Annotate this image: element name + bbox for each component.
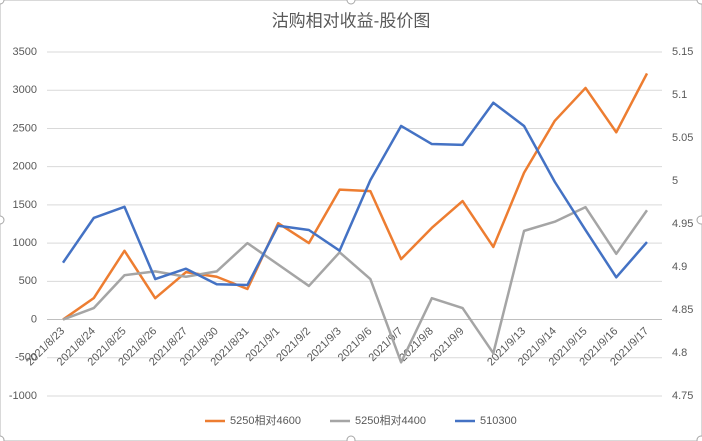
y-tick-label: 1000 [13,237,37,249]
series-line [62,72,649,321]
resize-handle [696,435,702,441]
y2-tick-label: 4.8 [672,347,687,359]
resize-handle [696,215,702,225]
y-tick-label: 1500 [13,199,37,211]
resize-handle [0,215,5,225]
resize-handle [0,0,5,5]
y-tick-label: 3000 [13,84,37,96]
legend-label: 5250相对4600 [230,413,301,427]
y-tick-label: 2000 [13,161,37,173]
y2-tick-label: 4.85 [672,304,693,316]
resize-handle [0,435,5,441]
y-tick-label: 3500 [13,46,37,58]
y-tick-label: -500 [15,352,37,364]
y2-tick-label: 5 [672,175,678,187]
y2-tick-label: 5.05 [672,132,693,144]
y2-tick-label: 4.9 [672,261,687,273]
series-line [62,205,649,364]
y2-tick-label: 4.95 [672,218,693,230]
y2-tick-label: 5.15 [672,46,693,58]
legend-label: 510300 [480,415,517,427]
y-tick-label: 500 [19,275,37,287]
y-tick-label: -1000 [9,390,37,402]
legend-label: 5250相对4400 [355,413,426,427]
resize-handle [346,0,356,5]
y-tick-label: 2500 [13,122,37,134]
y-tick-label: 0 [31,313,37,325]
y2-tick-label: 4.75 [672,390,693,402]
resize-handle [696,0,702,5]
series-line [61,101,648,287]
resize-handle [346,435,356,441]
chart-title: 沽购相对收益-股价图 [272,11,431,30]
y2-tick-label: 5.1 [672,89,687,101]
